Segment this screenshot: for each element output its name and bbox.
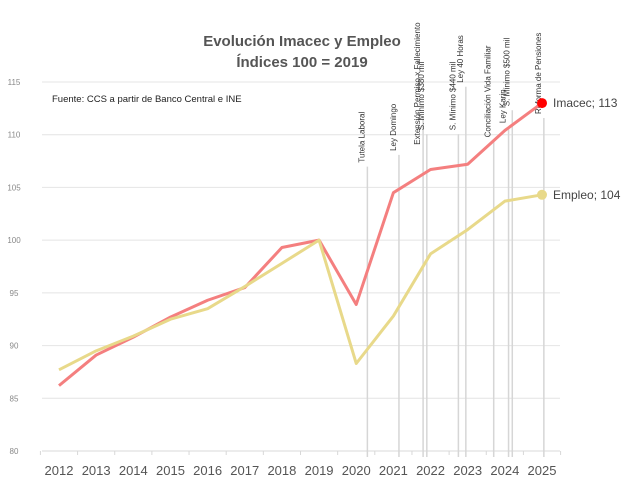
y-tick-label: 105 <box>7 183 21 192</box>
series-line-imacec <box>58 101 543 387</box>
event-label: Ley Karin <box>499 89 508 123</box>
y-tick-label: 100 <box>7 236 21 245</box>
x-tick-label: 2021 <box>379 463 408 478</box>
x-tick-label: 2014 <box>119 463 148 478</box>
y-tick-label: 115 <box>8 78 21 87</box>
end-label-imacec: Imacec; 113 <box>553 96 618 110</box>
y-tick-label: 85 <box>10 394 19 403</box>
x-tick-label: 2022 <box>416 463 445 478</box>
event-label: Tutela Laboral <box>357 112 366 163</box>
end-label-empleo: Empleo; 104 <box>553 188 621 202</box>
event-label: S. Mínimo $500 mil <box>502 38 511 107</box>
x-tick-label: 2025 <box>528 463 557 478</box>
event-label: Extensión Permiso x Fallecimiento <box>413 22 422 145</box>
x-tick-label: 2018 <box>267 463 296 478</box>
x-tick-label: 2013 <box>82 463 111 478</box>
y-tick-label: 95 <box>10 289 19 298</box>
y-tick-label: 80 <box>10 447 19 456</box>
chart-subtitle: Índices 100 = 2019 <box>236 54 367 71</box>
series-group: Imacec; 113 Empleo; 104 <box>58 96 621 387</box>
series-line-empleo <box>58 193 543 372</box>
event-label: Conciliación Vida Familiar <box>484 45 493 137</box>
x-axis: 2012 2013 2014 2015 2016 2017 2018 2019 2020 2021… <box>39 450 562 478</box>
end-marker-imacec <box>537 98 547 109</box>
x-tick-label: 2015 <box>156 463 185 478</box>
x-tick-label: 2016 <box>193 463 222 478</box>
x-tick-label: 2020 <box>342 463 371 478</box>
event-label: S. Mínimo $440 mil <box>448 62 457 131</box>
x-tick-label: 2017 <box>230 463 259 478</box>
end-marker-empleo <box>537 189 547 200</box>
chart-title: Evolución Imacec y Empleo <box>203 33 401 50</box>
event-label: S. Mínimo $380 mil <box>417 62 426 131</box>
gridlines <box>42 81 560 399</box>
x-tick-label: 2023 <box>453 463 482 478</box>
event-label: Ley Domingo <box>389 103 398 151</box>
x-tick-label: 2019 <box>305 463 334 478</box>
x-tick-label: 2024 <box>490 463 519 478</box>
y-tick-label: 90 <box>10 342 19 351</box>
source-note: Fuente: CCS a partir de Banco Central e … <box>52 94 242 105</box>
event-label: Reforma de Pensiones <box>534 33 543 114</box>
x-tick-label: 2012 <box>45 463 74 478</box>
event-annotations: Tutela Laboral Ley Domingo Extensión Permi… <box>357 22 545 457</box>
y-tick-label: 110 <box>8 131 21 140</box>
event-label: Ley 40 Horas <box>456 35 465 83</box>
y-axis: 80 85 90 95 100 105 110 115 <box>7 78 21 456</box>
